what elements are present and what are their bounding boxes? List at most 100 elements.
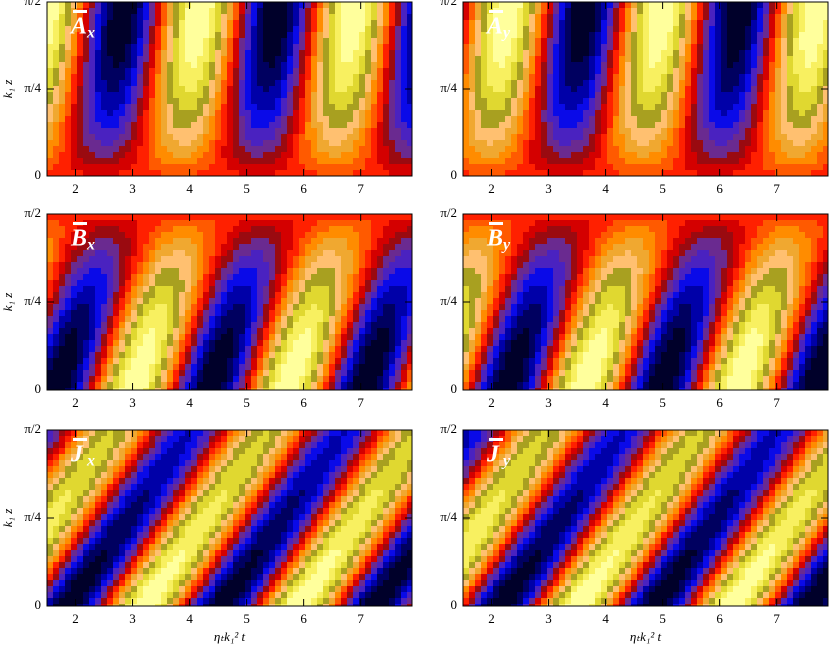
contour-cell bbox=[161, 116, 168, 123]
contour-cell bbox=[619, 14, 626, 21]
contour-cell bbox=[263, 50, 270, 57]
contour-cell bbox=[475, 122, 482, 129]
contour-cell bbox=[77, 98, 84, 105]
contour-cell bbox=[59, 68, 66, 75]
contour-cell bbox=[53, 14, 60, 21]
contour-cell bbox=[185, 38, 192, 45]
contour-cell bbox=[757, 38, 764, 45]
contour-cell bbox=[811, 74, 818, 81]
contour-cell bbox=[487, 92, 494, 99]
contour-cell bbox=[517, 8, 524, 15]
contour-cell bbox=[179, 364, 186, 371]
contour-cell bbox=[661, 164, 668, 171]
contour-cell bbox=[389, 92, 396, 99]
contour-cell bbox=[553, 68, 560, 75]
contour-cell bbox=[377, 68, 384, 75]
contour-cell bbox=[395, 86, 402, 93]
contour-cell bbox=[305, 238, 312, 245]
contour-cell bbox=[269, 244, 276, 251]
contour-cell bbox=[203, 310, 210, 317]
contour-cell bbox=[529, 140, 536, 147]
contour-cell bbox=[191, 140, 198, 147]
contour-cell bbox=[227, 250, 234, 257]
contour-cell bbox=[251, 370, 258, 377]
contour-cell bbox=[583, 68, 590, 75]
contour-cell bbox=[685, 50, 692, 57]
contour-cell bbox=[269, 14, 276, 21]
contour-cell bbox=[131, 298, 138, 305]
contour-cell bbox=[131, 238, 138, 245]
contour-cell bbox=[155, 92, 162, 99]
contour-cell bbox=[287, 74, 294, 81]
contour-cell bbox=[721, 110, 728, 117]
contour-cell bbox=[155, 134, 162, 141]
contour-cell bbox=[107, 38, 114, 45]
contour-cell bbox=[53, 232, 60, 239]
contour-cell bbox=[371, 158, 378, 165]
contour-cell bbox=[583, 20, 590, 27]
contour-cell bbox=[113, 116, 120, 123]
contour-cell bbox=[161, 92, 168, 99]
contour-cell bbox=[799, 146, 806, 153]
contour-cell bbox=[281, 262, 288, 269]
contour-cell bbox=[179, 310, 186, 317]
contour-cell bbox=[721, 152, 728, 159]
contour-cell bbox=[775, 122, 782, 129]
contour-cell bbox=[323, 32, 330, 39]
contour-cell bbox=[77, 280, 84, 287]
contour-cell bbox=[89, 382, 96, 389]
contour-cell bbox=[125, 86, 132, 93]
contour-cell bbox=[781, 38, 788, 45]
contour-cell bbox=[149, 164, 156, 171]
contour-cell bbox=[365, 134, 372, 141]
contour-cell bbox=[83, 256, 90, 263]
contour-cell bbox=[197, 292, 204, 299]
contour-cell bbox=[143, 310, 150, 317]
contour-cell bbox=[149, 286, 156, 293]
contour-cell bbox=[95, 340, 102, 347]
contour-cell bbox=[233, 92, 240, 99]
contour-cell bbox=[161, 370, 168, 377]
contour-cell bbox=[685, 44, 692, 51]
contour-cell bbox=[793, 8, 800, 15]
contour-cell bbox=[553, 146, 560, 153]
contour-cell bbox=[625, 68, 632, 75]
contour-cell bbox=[371, 44, 378, 51]
contour-cell bbox=[185, 116, 192, 123]
contour-cell bbox=[595, 134, 602, 141]
contour-cell bbox=[275, 250, 282, 257]
contour-cell bbox=[493, 146, 500, 153]
contour-cell bbox=[137, 286, 144, 293]
contour-cell bbox=[353, 32, 360, 39]
contour-cell bbox=[53, 164, 60, 171]
contour-cell bbox=[293, 304, 300, 311]
contour-cell bbox=[185, 358, 192, 365]
contour-cell bbox=[481, 56, 488, 63]
contour-cell bbox=[113, 286, 120, 293]
contour-cell bbox=[311, 322, 318, 329]
contour-cell bbox=[763, 134, 770, 141]
contour-cell bbox=[59, 376, 66, 383]
contour-cell bbox=[395, 38, 402, 45]
contour-cell bbox=[311, 370, 318, 377]
contour-cell bbox=[317, 86, 324, 93]
contour-cell bbox=[703, 56, 710, 63]
contour-cell bbox=[553, 44, 560, 51]
contour-cell bbox=[59, 286, 66, 293]
contour-cell bbox=[305, 274, 312, 281]
contour-cell bbox=[257, 226, 264, 233]
contour-cell bbox=[281, 50, 288, 57]
contour-cell bbox=[703, 116, 710, 123]
contour-cell bbox=[697, 44, 704, 51]
contour-cell bbox=[173, 244, 180, 251]
contour-cell bbox=[535, 26, 542, 33]
contour-cell bbox=[47, 316, 54, 323]
contour-cell bbox=[251, 122, 258, 129]
contour-cell bbox=[751, 158, 758, 165]
contour-cell bbox=[305, 244, 312, 251]
contour-cell bbox=[739, 86, 746, 93]
contour-cell bbox=[329, 14, 336, 21]
contour-cell bbox=[775, 152, 782, 159]
contour-cell bbox=[577, 110, 584, 117]
contour-cell bbox=[619, 92, 626, 99]
